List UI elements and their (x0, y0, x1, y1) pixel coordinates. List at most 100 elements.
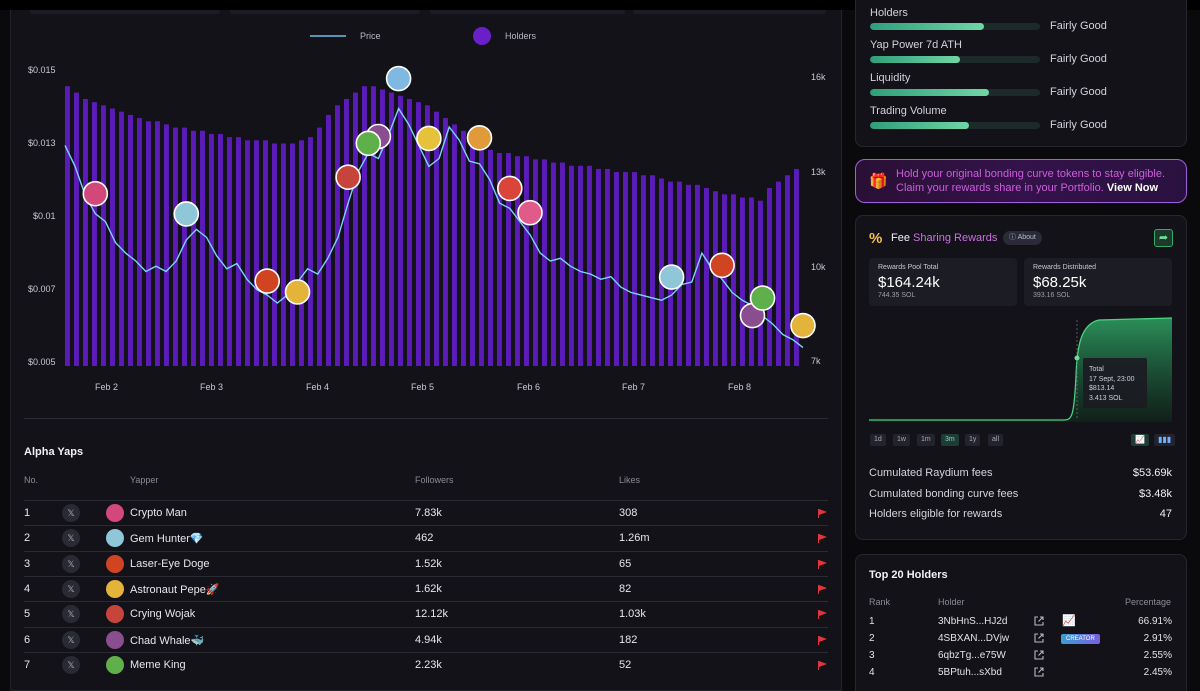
followers-count: 2.23k (415, 658, 442, 671)
flag-icon[interactable] (818, 534, 827, 544)
yapper-name[interactable]: Astronaut Pepe🚀 (130, 583, 220, 596)
rewards-curve-chart[interactable] (869, 316, 1172, 426)
yapper-avatar-marker[interactable] (385, 65, 412, 92)
yapper-avatar-marker[interactable] (496, 175, 523, 202)
table-row[interactable]: 1 𝕏 Crypto Man 7.83k 308 (24, 500, 828, 525)
x-link-icon[interactable]: 𝕏 (62, 630, 80, 649)
table-row[interactable]: 4 𝕏 Astronaut Pepe🚀 1.62k 82 (24, 575, 828, 601)
table-row[interactable]: 2 𝕏 Gem Hunter💎 462 1.26m (24, 525, 828, 550)
rewards-distributed-sol: 393.16 SOL (1033, 292, 1071, 299)
range-1m[interactable]: 1m (917, 434, 935, 446)
external-link-icon[interactable] (1034, 667, 1044, 677)
holder-address[interactable]: 3NbHnS...HJ2d (938, 616, 1008, 627)
yapper-avatar-marker[interactable] (709, 252, 735, 279)
yapper-avatar-marker[interactable] (335, 164, 361, 190)
rewards-distributed-title: Rewards Distributed (1033, 264, 1097, 271)
yapper-avatar-marker[interactable] (790, 312, 816, 339)
x-link-icon[interactable]: 𝕏 (62, 504, 80, 522)
holders-bar (245, 140, 250, 366)
top-strip (0, 0, 1200, 10)
yapper-avatar-marker[interactable] (355, 130, 382, 157)
holder-address[interactable]: 4SBXAN...DVjw (938, 633, 1010, 644)
eligibility-notice: 🎁 Hold your original bonding curve token… (855, 159, 1187, 203)
share-button[interactable]: ➦ (1154, 229, 1173, 247)
x-link-icon[interactable]: 𝕏 (62, 554, 80, 573)
range-1w[interactable]: 1w (893, 434, 910, 446)
flag-icon[interactable] (818, 584, 827, 594)
holders-bar (533, 159, 538, 366)
range-1d[interactable]: 1d (870, 434, 886, 446)
notice-line-1: Hold your original bonding curve tokens … (896, 168, 1166, 180)
x-link-icon[interactable]: 𝕏 (62, 605, 80, 624)
divider (24, 418, 828, 419)
holder-row[interactable]: 2 4SBXAN...DVjw CREATOR 2.91% (869, 631, 1172, 648)
range-3m[interactable]: 3m (941, 434, 959, 446)
tooltip-box (1083, 358, 1147, 408)
yapper-avatar-marker[interactable] (254, 268, 280, 294)
yapper-avatar-marker[interactable] (173, 201, 200, 227)
legend-price[interactable]: Price (360, 31, 381, 41)
holders-bar (371, 86, 376, 366)
table-row[interactable]: 5 𝕏 Crying Wojak 12.12k 1.03k (24, 601, 828, 626)
fee-title: Fee Sharing Rewards (891, 232, 997, 244)
holders-bar (695, 184, 700, 366)
yapper-avatar-marker[interactable] (416, 125, 442, 152)
holders-bar (704, 187, 709, 366)
holder-row[interactable]: 4 5BPtuh...sXbd 2.45% (869, 665, 1172, 682)
holder-row[interactable]: 1 3NbHnS...HJ2d 📈 66.91% (869, 614, 1172, 631)
yapper-name[interactable]: Chad Whale🐳 (130, 634, 205, 647)
external-link-icon[interactable] (1034, 650, 1044, 660)
flag-icon[interactable] (818, 559, 827, 569)
holder-rank: 1 (869, 616, 875, 627)
line-chart-toggle[interactable]: 📈 (1131, 434, 1149, 446)
yapper-avatar-marker[interactable] (284, 279, 311, 305)
creator-badge: CREATOR (1061, 634, 1100, 644)
range-1y[interactable]: 1y (965, 434, 981, 446)
yapper-avatar-marker[interactable] (658, 264, 685, 290)
col-header-likes[interactable]: Likes (619, 475, 641, 485)
flag-icon[interactable] (818, 509, 827, 518)
col-header-followers[interactable]: Followers (415, 475, 454, 485)
yapper-avatar-marker[interactable] (466, 125, 493, 151)
x-link-icon[interactable]: 𝕏 (62, 655, 80, 674)
tab-ghost (430, 10, 625, 14)
table-row[interactable]: 3 𝕏 Laser-Eye Doge 1.52k 65 (24, 550, 828, 576)
row-rank: 5 (24, 608, 31, 621)
holder-address[interactable]: 6qbzTg...e75W (938, 650, 1006, 661)
avatar (106, 579, 124, 598)
view-now-link[interactable]: View Now (1106, 182, 1159, 194)
holders-bar (101, 105, 106, 366)
x-link-icon[interactable]: 𝕏 (62, 529, 80, 548)
top-holders-panel (855, 554, 1187, 691)
flag-icon[interactable] (818, 635, 827, 645)
table-row[interactable]: 7 𝕏 Meme King 2.23k 52 (24, 651, 828, 677)
x-link-icon[interactable]: 𝕏 (62, 579, 80, 598)
bar-chart-toggle[interactable]: ▮▮▮ (1154, 434, 1176, 446)
table-row[interactable]: 6 𝕏 Chad Whale🐳 4.94k 182 (24, 626, 828, 652)
yapper-avatar-marker[interactable] (749, 285, 776, 311)
flag-icon[interactable] (818, 660, 827, 670)
price-holders-chart[interactable]: Price Holders $0.015 $0.013 $0.01 $0.007… (20, 24, 840, 404)
holder-rank: 3 (869, 650, 875, 661)
yapper-name[interactable]: Crypto Man (130, 507, 187, 519)
yapper-name[interactable]: Crying Wojak (130, 608, 196, 621)
yapper-name[interactable]: Meme King (130, 658, 186, 671)
metric-value: Fairly Good (1050, 53, 1107, 65)
holders-bar (488, 149, 493, 366)
range-all[interactable]: all (988, 434, 1004, 446)
holders-bar (254, 140, 259, 366)
holder-address[interactable]: 5BPtuh...sXbd (938, 667, 1002, 678)
about-button[interactable]: ⓘ About (1003, 231, 1042, 245)
flag-icon[interactable] (818, 610, 827, 620)
metric-label: Yap Power 7d ATH (870, 39, 962, 51)
col-header-yapper[interactable]: Yapper (130, 475, 159, 485)
yapper-avatar-marker[interactable] (82, 180, 109, 207)
external-link-icon[interactable] (1034, 633, 1044, 643)
bar-chart-icon: ▮▮▮ (1158, 435, 1172, 444)
holder-row[interactable]: 3 6qbzTg...e75W 2.55% (869, 648, 1172, 665)
yapper-name[interactable]: Gem Hunter💎 (130, 533, 204, 546)
yapper-name[interactable]: Laser-Eye Doge (130, 557, 210, 570)
legend-holders[interactable]: Holders (505, 31, 537, 41)
external-link-icon[interactable] (1034, 616, 1044, 626)
yapper-avatar-marker[interactable] (517, 199, 543, 226)
